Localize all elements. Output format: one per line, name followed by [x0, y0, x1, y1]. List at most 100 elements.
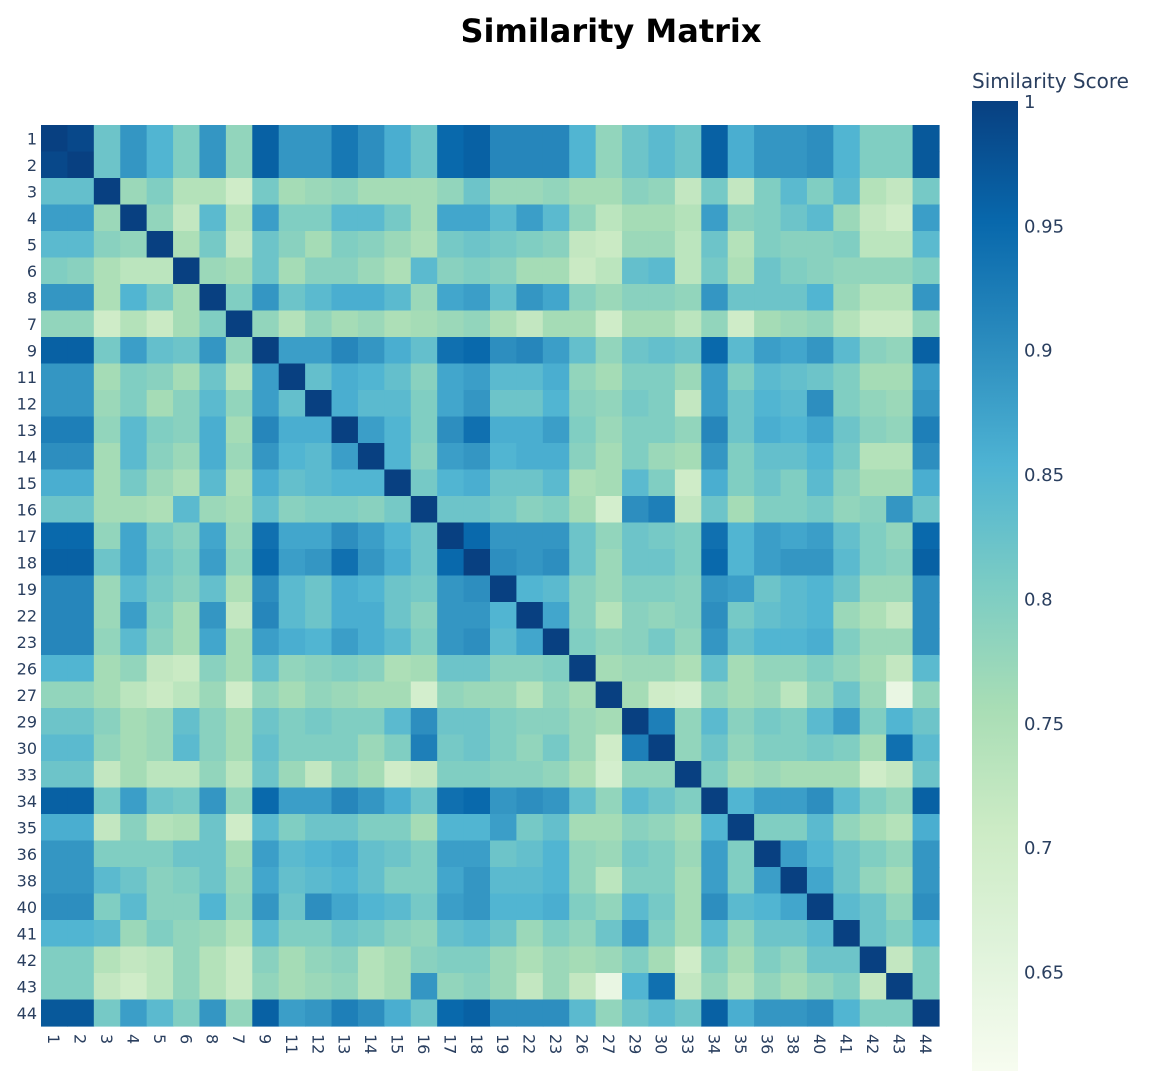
- heatmap-cell: [833, 575, 861, 603]
- heatmap-cell: [67, 390, 95, 418]
- heatmap-cell: [701, 681, 729, 709]
- heatmap-cell: [120, 390, 148, 418]
- heatmap-cell: [278, 999, 306, 1027]
- heatmap-cell: [648, 575, 676, 603]
- heatmap-cell: [754, 840, 782, 868]
- heatmap-cell: [146, 761, 174, 789]
- heatmap-cell: [516, 814, 544, 842]
- heatmap-cell: [622, 708, 650, 736]
- heatmap-cell: [674, 231, 702, 259]
- heatmap-cell: [463, 522, 491, 550]
- heatmap-cell: [833, 496, 861, 524]
- heatmap-cell: [912, 973, 940, 1001]
- heatmap-cell: [173, 125, 201, 153]
- heatmap-cell: [754, 999, 782, 1027]
- heatmap-cell: [93, 443, 121, 471]
- heatmap-cell: [648, 734, 676, 762]
- heatmap-cell: [120, 946, 148, 974]
- heatmap-cell: [542, 946, 570, 974]
- heatmap-cell: [173, 893, 201, 921]
- heatmap-cell: [569, 257, 597, 285]
- heatmap-cell: [463, 469, 491, 497]
- heatmap-cell: [93, 231, 121, 259]
- heatmap-cell: [595, 125, 623, 153]
- heatmap-cell: [912, 628, 940, 656]
- heatmap-cell: [173, 496, 201, 524]
- x-tick-label: 19: [493, 1034, 512, 1054]
- heatmap-cell: [278, 284, 306, 312]
- heatmap-cell: [331, 231, 359, 259]
- heatmap-cell: [331, 390, 359, 418]
- heatmap-cell: [120, 284, 148, 312]
- x-tick-label: 38: [784, 1034, 803, 1054]
- heatmap-cell: [93, 893, 121, 921]
- heatmap-cell: [225, 628, 253, 656]
- heatmap-cell: [701, 337, 729, 365]
- y-tick-label: 3: [27, 182, 37, 201]
- heatmap-cell: [225, 522, 253, 550]
- heatmap-cell: [67, 125, 95, 153]
- heatmap-cell: [806, 602, 834, 630]
- heatmap-cell: [806, 443, 834, 471]
- heatmap-cell: [674, 761, 702, 789]
- heatmap-cell: [463, 840, 491, 868]
- heatmap-cell: [331, 946, 359, 974]
- heatmap-cell: [833, 284, 861, 312]
- heatmap-cell: [490, 390, 518, 418]
- heatmap-cell: [569, 575, 597, 603]
- heatmap-cell: [912, 602, 940, 630]
- heatmap-cell: [648, 761, 676, 789]
- heatmap-cell: [463, 734, 491, 762]
- heatmap-cell: [859, 628, 887, 656]
- heatmap-cell: [648, 390, 676, 418]
- heatmap-cell: [225, 920, 253, 948]
- chart-title: Similarity Matrix: [460, 12, 761, 50]
- heatmap-cell: [357, 920, 385, 948]
- heatmap-cell: [833, 204, 861, 232]
- heatmap-cell: [780, 840, 808, 868]
- heatmap-cell: [305, 867, 333, 895]
- heatmap-cell: [199, 734, 227, 762]
- heatmap-cell: [278, 655, 306, 683]
- heatmap-cell: [701, 787, 729, 815]
- heatmap-cell: [93, 655, 121, 683]
- heatmap-cell: [384, 999, 412, 1027]
- heatmap-cell: [674, 310, 702, 338]
- heatmap-cell: [252, 231, 280, 259]
- heatmap-cell: [833, 761, 861, 789]
- heatmap-cell: [780, 125, 808, 153]
- heatmap-cell: [516, 496, 544, 524]
- heatmap-cell: [833, 390, 861, 418]
- heatmap-cell: [225, 814, 253, 842]
- heatmap-cell: [437, 814, 465, 842]
- heatmap-cell: [278, 602, 306, 630]
- heatmap-cell: [912, 178, 940, 206]
- heatmap-cell: [622, 231, 650, 259]
- heatmap-cell: [595, 337, 623, 365]
- heatmap-cell: [648, 310, 676, 338]
- heatmap-cell: [41, 310, 69, 338]
- heatmap-cell: [357, 893, 385, 921]
- heatmap-cell: [833, 681, 861, 709]
- heatmap-cell: [754, 178, 782, 206]
- heatmap-cell: [859, 814, 887, 842]
- heatmap-cell: [912, 416, 940, 444]
- y-tick-label: 43: [17, 977, 37, 996]
- heatmap-cell: [833, 310, 861, 338]
- heatmap-cell: [754, 946, 782, 974]
- heatmap-cell: [833, 655, 861, 683]
- y-tick-label: 18: [17, 553, 37, 572]
- heatmap-cell: [833, 840, 861, 868]
- heatmap-cell: [701, 231, 729, 259]
- heatmap-cell: [912, 231, 940, 259]
- heatmap-cell: [780, 337, 808, 365]
- heatmap-cell: [278, 787, 306, 815]
- heatmap-cell: [410, 151, 438, 179]
- heatmap-cell: [252, 178, 280, 206]
- heatmap-cell: [912, 284, 940, 312]
- heatmap-cell: [278, 946, 306, 974]
- y-tick-label: 33: [17, 765, 37, 784]
- heatmap-cell: [410, 867, 438, 895]
- heatmap-cell: [912, 310, 940, 338]
- heatmap-cell: [93, 125, 121, 153]
